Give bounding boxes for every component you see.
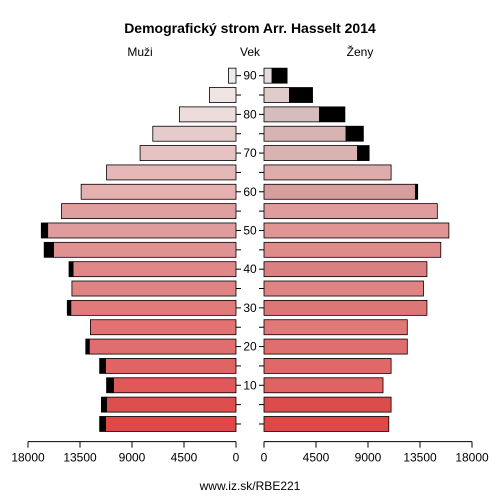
- male-bar: [139, 145, 237, 161]
- female-bar: [263, 319, 408, 336]
- male-bar: [53, 241, 237, 258]
- male-x-tick-label: 4500: [171, 451, 198, 465]
- female-bar: [263, 87, 290, 103]
- female-excess-bar: [319, 106, 346, 123]
- male-bar: [178, 106, 237, 123]
- male-bar: [88, 338, 237, 355]
- male-excess-bar: [43, 241, 54, 258]
- age-tick-label: 40: [243, 262, 257, 276]
- age-axis-label: Vek: [240, 45, 261, 59]
- age-tick-label: 10: [243, 378, 257, 392]
- male-x-tick-label: 18000: [11, 451, 45, 465]
- female-bar: [263, 145, 358, 161]
- female-excess-bar: [345, 125, 364, 142]
- male-excess-bar: [85, 338, 90, 355]
- male-bar: [113, 377, 237, 394]
- male-bar: [90, 319, 237, 336]
- female-bar: [263, 261, 428, 278]
- female-bar: [263, 396, 392, 413]
- female-bar: [263, 106, 320, 123]
- male-bar: [47, 222, 237, 239]
- female-bar: [263, 67, 273, 84]
- male-x-tick-label: 0: [233, 451, 240, 465]
- female-bar: [263, 203, 438, 220]
- male-bar: [71, 280, 237, 297]
- male-excess-bar: [99, 416, 106, 432]
- male-bar: [105, 416, 237, 432]
- female-excess-bar: [357, 145, 370, 161]
- male-excess-bar: [40, 222, 49, 239]
- male-excess-bar: [66, 299, 72, 316]
- female-x-tick-label: 18000: [455, 451, 489, 465]
- age-tick-label: 90: [243, 69, 257, 83]
- female-bar: [263, 338, 408, 355]
- age-tick-label: 80: [243, 107, 257, 121]
- male-bar: [106, 164, 237, 181]
- female-bar: [263, 222, 450, 239]
- female-bar: [263, 125, 347, 142]
- source-url: www.iz.sk/RBE221: [199, 479, 301, 493]
- female-bar: [263, 183, 416, 200]
- male-excess-bar: [68, 261, 74, 278]
- male-bar: [152, 125, 237, 142]
- age-tick-label: 60: [243, 185, 257, 199]
- female-excess-bar: [289, 87, 313, 103]
- female-bar: [263, 299, 428, 316]
- male-x-tick-label: 13500: [63, 451, 97, 465]
- male-bar: [72, 261, 237, 278]
- female-bar: [263, 164, 392, 181]
- male-excess-bar: [100, 396, 107, 413]
- male-bar: [105, 358, 237, 374]
- chart-title: Demografický strom Arr. Hasselt 2014: [124, 20, 376, 36]
- female-bar: [263, 241, 442, 258]
- male-excess-bar: [99, 358, 106, 374]
- bars-group: [40, 67, 450, 432]
- male-bar: [61, 203, 237, 220]
- age-tick-label: 30: [243, 301, 257, 315]
- male-bar: [106, 396, 237, 413]
- female-bar: [263, 377, 384, 394]
- female-excess-bar: [271, 67, 288, 84]
- male-bar: [228, 67, 237, 84]
- male-excess-bar: [106, 377, 114, 394]
- female-bar: [263, 280, 424, 297]
- female-bar: [263, 416, 390, 432]
- male-bar: [209, 87, 237, 103]
- female-x-tick-label: 0: [261, 451, 268, 465]
- age-tick-label: 20: [243, 340, 257, 354]
- male-bar: [70, 299, 237, 316]
- axes-group: 10 20 30 40 50 60 70 80 90 18000 18000 13500 13500 90…: [11, 69, 489, 465]
- female-x-tick-label: 4500: [303, 451, 330, 465]
- male-bar: [80, 183, 237, 200]
- male-x-tick-label: 9000: [119, 451, 146, 465]
- female-excess-bar: [414, 183, 419, 200]
- female-x-tick-label: 13500: [403, 451, 437, 465]
- female-side-label: Ženy: [347, 44, 374, 59]
- female-x-tick-label: 9000: [355, 451, 382, 465]
- age-tick-label: 70: [243, 146, 257, 160]
- male-side-label: Muži: [127, 45, 152, 59]
- age-tick-label: 50: [243, 223, 257, 237]
- female-bar: [263, 358, 392, 374]
